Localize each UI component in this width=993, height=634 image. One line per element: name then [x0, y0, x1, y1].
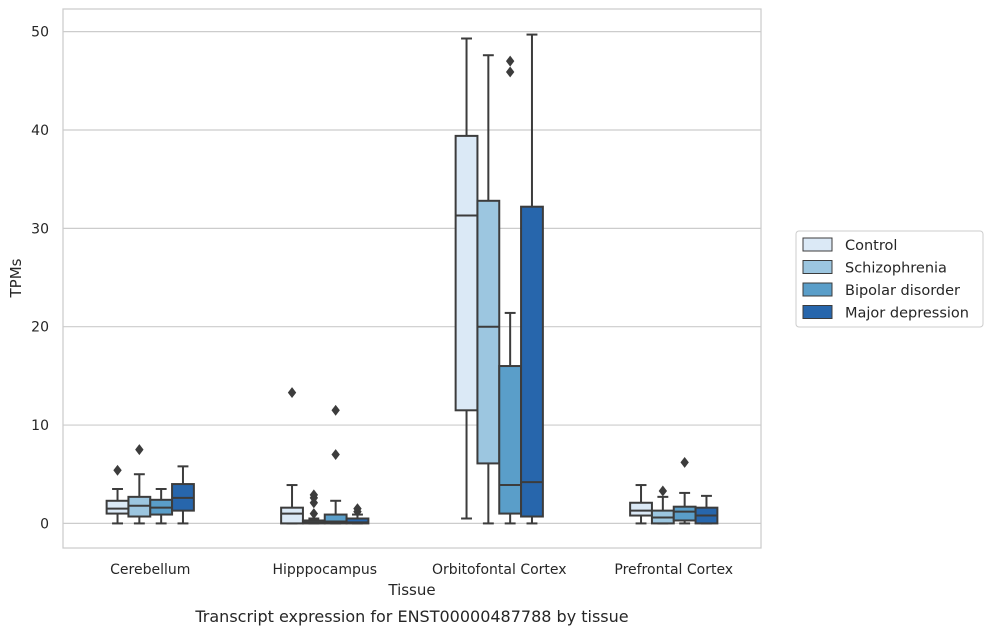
legend-label: Bipolar disorder [845, 283, 960, 299]
y-axis: 0 10 20 30 40 50 [31, 25, 49, 533]
legend-swatch [802, 282, 833, 297]
plot-area [105, 33, 719, 525]
outlier-point [353, 503, 362, 515]
box-major-depression [520, 33, 544, 525]
box-schizophrenia [127, 444, 152, 525]
y-tick-label: 0 [40, 516, 49, 532]
x-tick-label: Prefrontal Cortex [614, 562, 733, 578]
x-axis-label: Tissue [387, 581, 435, 599]
box-body [520, 205, 544, 518]
outlier-point [680, 456, 689, 468]
box-control [280, 387, 304, 525]
x-tick-label: Hipppocampus [272, 562, 377, 578]
legend-swatch [802, 237, 833, 252]
box-bipolar-disorder [498, 55, 523, 525]
box-body [454, 134, 479, 412]
y-tick-label: 20 [31, 320, 49, 336]
outlier-point [309, 508, 319, 520]
plot-frame [62, 8, 762, 549]
box-control [454, 37, 479, 520]
legend-label: Control [845, 238, 897, 254]
chart-caption: Transcript expression for ENST0000048778… [194, 607, 628, 626]
box-major-depression [694, 494, 719, 525]
box-control [105, 464, 130, 525]
box-body [672, 505, 697, 522]
outlier-point [135, 444, 144, 456]
legend-swatch [802, 260, 833, 274]
box-body [498, 365, 523, 515]
box-bipolar-disorder [149, 487, 174, 525]
legend-label: Major depression [845, 306, 969, 322]
y-tick-label: 40 [31, 123, 49, 139]
box-schizophrenia [301, 489, 326, 525]
box-major-depression [345, 503, 370, 525]
box-body [280, 506, 304, 525]
y-tick-label: 10 [31, 418, 49, 434]
outlier-point [505, 55, 515, 67]
x-axis: Cerebellum Hipppocampus Orbitofontal Corte… [110, 562, 733, 578]
y-axis-label: TPMs [7, 258, 25, 298]
outlier-point [331, 404, 340, 416]
box-major-depression [171, 465, 195, 525]
outlier-point [505, 66, 515, 78]
box-schizophrenia [650, 485, 675, 525]
legend-label: Schizophrenia [845, 261, 947, 277]
box-body [629, 501, 653, 517]
box-schizophrenia [476, 54, 501, 525]
box-bipolar-disorder [323, 404, 348, 525]
box-bipolar-disorder [672, 456, 697, 525]
outlier-point [113, 464, 122, 476]
legend-swatch [802, 305, 833, 319]
x-tick-label: Orbitofontal Cortex [432, 562, 567, 578]
box-control [629, 484, 653, 525]
legend: Control Schizophrenia Bipolar disorder Majo… [795, 230, 984, 328]
outlier-point [287, 387, 297, 399]
outlier-point [309, 489, 319, 501]
x-tick-label: Cerebellum [110, 562, 190, 578]
gridlines [63, 31, 761, 525]
y-tick-label: 50 [31, 25, 49, 41]
y-tick-label: 30 [31, 221, 49, 237]
legend-frame [795, 230, 984, 328]
box-body [105, 499, 130, 515]
box-body [476, 199, 501, 465]
outlier-point [331, 449, 340, 461]
outlier-point [658, 485, 668, 497]
